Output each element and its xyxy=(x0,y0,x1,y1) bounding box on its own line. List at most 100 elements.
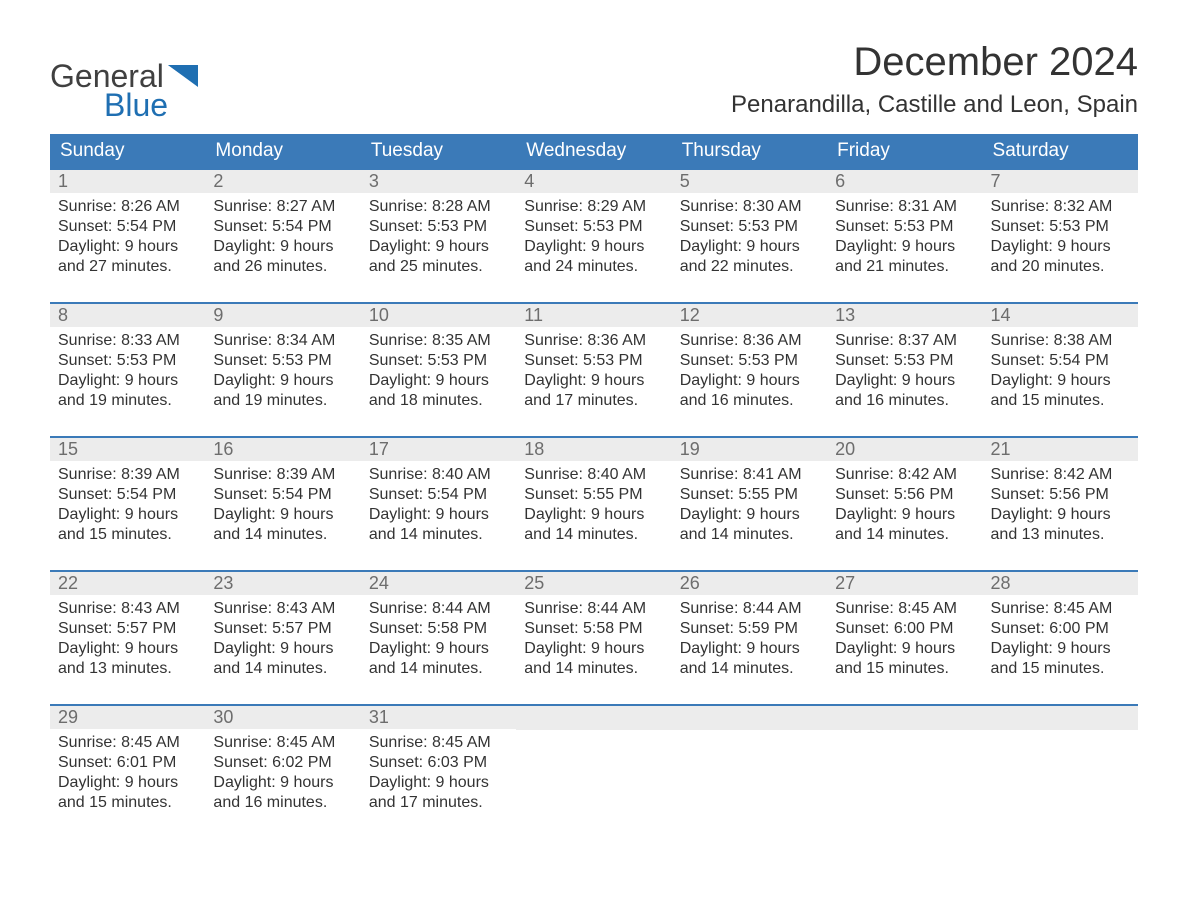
day-info-line: and 22 minutes. xyxy=(680,257,819,277)
day-info-line: and 18 minutes. xyxy=(369,391,508,411)
day-number: 28 xyxy=(983,572,1138,595)
day-info-line: Daylight: 9 hours xyxy=(369,505,508,525)
day-number: 25 xyxy=(516,572,671,595)
week-row: 8Sunrise: 8:33 AMSunset: 5:53 PMDaylight… xyxy=(50,302,1138,422)
day-number: 23 xyxy=(205,572,360,595)
day-info: Sunrise: 8:45 AMSunset: 6:00 PMDaylight:… xyxy=(983,595,1138,683)
day-info-line: Sunset: 5:53 PM xyxy=(835,351,974,371)
calendar-cell: 11Sunrise: 8:36 AMSunset: 5:53 PMDayligh… xyxy=(516,304,671,422)
title-block: December 2024 Penarandilla, Castille and… xyxy=(731,40,1138,119)
day-info-line: Sunrise: 8:33 AM xyxy=(58,331,197,351)
calendar-cell: 13Sunrise: 8:37 AMSunset: 5:53 PMDayligh… xyxy=(827,304,982,422)
day-info: Sunrise: 8:39 AMSunset: 5:54 PMDaylight:… xyxy=(205,461,360,549)
calendar-cell: 15Sunrise: 8:39 AMSunset: 5:54 PMDayligh… xyxy=(50,438,205,556)
calendar-cell: 7Sunrise: 8:32 AMSunset: 5:53 PMDaylight… xyxy=(983,170,1138,288)
day-info-line: Sunset: 6:02 PM xyxy=(213,753,352,773)
day-info-line: and 14 minutes. xyxy=(524,659,663,679)
day-info: Sunrise: 8:45 AMSunset: 6:02 PMDaylight:… xyxy=(205,729,360,817)
day-info: Sunrise: 8:44 AMSunset: 5:58 PMDaylight:… xyxy=(516,595,671,683)
day-info-line: Sunrise: 8:29 AM xyxy=(524,197,663,217)
day-info-line: Sunset: 5:57 PM xyxy=(213,619,352,639)
weeks-container: 1Sunrise: 8:26 AMSunset: 5:54 PMDaylight… xyxy=(50,168,1138,824)
day-info-line: Daylight: 9 hours xyxy=(369,237,508,257)
day-number: 26 xyxy=(672,572,827,595)
day-info-line: Sunset: 5:53 PM xyxy=(58,351,197,371)
day-info-line: and 19 minutes. xyxy=(58,391,197,411)
day-info: Sunrise: 8:30 AMSunset: 5:53 PMDaylight:… xyxy=(672,193,827,281)
day-info-line: Sunrise: 8:42 AM xyxy=(991,465,1130,485)
day-info-line: and 21 minutes. xyxy=(835,257,974,277)
week-row: 15Sunrise: 8:39 AMSunset: 5:54 PMDayligh… xyxy=(50,436,1138,556)
day-info: Sunrise: 8:43 AMSunset: 5:57 PMDaylight:… xyxy=(205,595,360,683)
day-info-line: Sunset: 6:03 PM xyxy=(369,753,508,773)
day-info-line: Sunset: 5:53 PM xyxy=(369,351,508,371)
day-info-line: Sunrise: 8:39 AM xyxy=(213,465,352,485)
day-info: Sunrise: 8:39 AMSunset: 5:54 PMDaylight:… xyxy=(50,461,205,549)
day-info-line: Sunset: 5:54 PM xyxy=(58,217,197,237)
day-info: Sunrise: 8:36 AMSunset: 5:53 PMDaylight:… xyxy=(672,327,827,415)
day-info-line: Daylight: 9 hours xyxy=(369,371,508,391)
day-info-line: and 16 minutes. xyxy=(680,391,819,411)
day-info-line: Daylight: 9 hours xyxy=(991,505,1130,525)
day-info-line: Sunrise: 8:34 AM xyxy=(213,331,352,351)
day-info-line: Daylight: 9 hours xyxy=(680,505,819,525)
day-number xyxy=(516,706,671,730)
week-row: 22Sunrise: 8:43 AMSunset: 5:57 PMDayligh… xyxy=(50,570,1138,690)
calendar-cell: 3Sunrise: 8:28 AMSunset: 5:53 PMDaylight… xyxy=(361,170,516,288)
day-info-line: Sunset: 5:55 PM xyxy=(524,485,663,505)
day-info-line: Daylight: 9 hours xyxy=(524,371,663,391)
day-info: Sunrise: 8:35 AMSunset: 5:53 PMDaylight:… xyxy=(361,327,516,415)
day-info-line: Sunset: 5:58 PM xyxy=(369,619,508,639)
day-number: 3 xyxy=(361,170,516,193)
day-info-line: and 13 minutes. xyxy=(991,525,1130,545)
calendar-cell: 31Sunrise: 8:45 AMSunset: 6:03 PMDayligh… xyxy=(361,706,516,824)
day-info-line: Sunset: 5:54 PM xyxy=(213,485,352,505)
day-info-line: and 14 minutes. xyxy=(369,525,508,545)
calendar-cell: 6Sunrise: 8:31 AMSunset: 5:53 PMDaylight… xyxy=(827,170,982,288)
day-info-line: Sunrise: 8:45 AM xyxy=(991,599,1130,619)
calendar-cell: 28Sunrise: 8:45 AMSunset: 6:00 PMDayligh… xyxy=(983,572,1138,690)
day-info-line: Sunset: 5:56 PM xyxy=(991,485,1130,505)
day-number: 6 xyxy=(827,170,982,193)
day-info: Sunrise: 8:40 AMSunset: 5:54 PMDaylight:… xyxy=(361,461,516,549)
day-info-line: and 15 minutes. xyxy=(58,793,197,813)
calendar-cell: 19Sunrise: 8:41 AMSunset: 5:55 PMDayligh… xyxy=(672,438,827,556)
calendar-cell: 14Sunrise: 8:38 AMSunset: 5:54 PMDayligh… xyxy=(983,304,1138,422)
day-info-line: Sunset: 5:54 PM xyxy=(369,485,508,505)
day-info-line: and 17 minutes. xyxy=(524,391,663,411)
day-number: 9 xyxy=(205,304,360,327)
day-header-sat: Saturday xyxy=(983,134,1138,168)
day-info-line: Sunrise: 8:43 AM xyxy=(58,599,197,619)
calendar-cell: 17Sunrise: 8:40 AMSunset: 5:54 PMDayligh… xyxy=(361,438,516,556)
day-info: Sunrise: 8:34 AMSunset: 5:53 PMDaylight:… xyxy=(205,327,360,415)
logo: General Blue xyxy=(50,40,198,124)
day-header-sun: Sunday xyxy=(50,134,205,168)
day-info-line: Daylight: 9 hours xyxy=(58,505,197,525)
day-info-line: Sunrise: 8:37 AM xyxy=(835,331,974,351)
calendar-cell: 10Sunrise: 8:35 AMSunset: 5:53 PMDayligh… xyxy=(361,304,516,422)
day-number: 15 xyxy=(50,438,205,461)
day-info-line: Daylight: 9 hours xyxy=(835,639,974,659)
day-number: 18 xyxy=(516,438,671,461)
day-number: 17 xyxy=(361,438,516,461)
day-header-mon: Monday xyxy=(205,134,360,168)
day-info-line: Sunrise: 8:39 AM xyxy=(58,465,197,485)
day-info-line: Sunset: 5:57 PM xyxy=(58,619,197,639)
day-info-line: Sunset: 5:53 PM xyxy=(680,217,819,237)
day-info-line: Sunset: 5:53 PM xyxy=(835,217,974,237)
calendar-cell: 21Sunrise: 8:42 AMSunset: 5:56 PMDayligh… xyxy=(983,438,1138,556)
logo-word2: Blue xyxy=(104,87,198,124)
day-number: 8 xyxy=(50,304,205,327)
calendar-cell: 23Sunrise: 8:43 AMSunset: 5:57 PMDayligh… xyxy=(205,572,360,690)
day-info-line: Sunrise: 8:35 AM xyxy=(369,331,508,351)
day-info-line: Sunrise: 8:28 AM xyxy=(369,197,508,217)
calendar-cell: 22Sunrise: 8:43 AMSunset: 5:57 PMDayligh… xyxy=(50,572,205,690)
day-info-line: and 14 minutes. xyxy=(835,525,974,545)
day-info-line: Sunrise: 8:40 AM xyxy=(524,465,663,485)
day-number: 22 xyxy=(50,572,205,595)
day-header-fri: Friday xyxy=(827,134,982,168)
day-info: Sunrise: 8:43 AMSunset: 5:57 PMDaylight:… xyxy=(50,595,205,683)
day-number: 1 xyxy=(50,170,205,193)
day-info: Sunrise: 8:42 AMSunset: 5:56 PMDaylight:… xyxy=(983,461,1138,549)
day-info-line: Daylight: 9 hours xyxy=(835,505,974,525)
